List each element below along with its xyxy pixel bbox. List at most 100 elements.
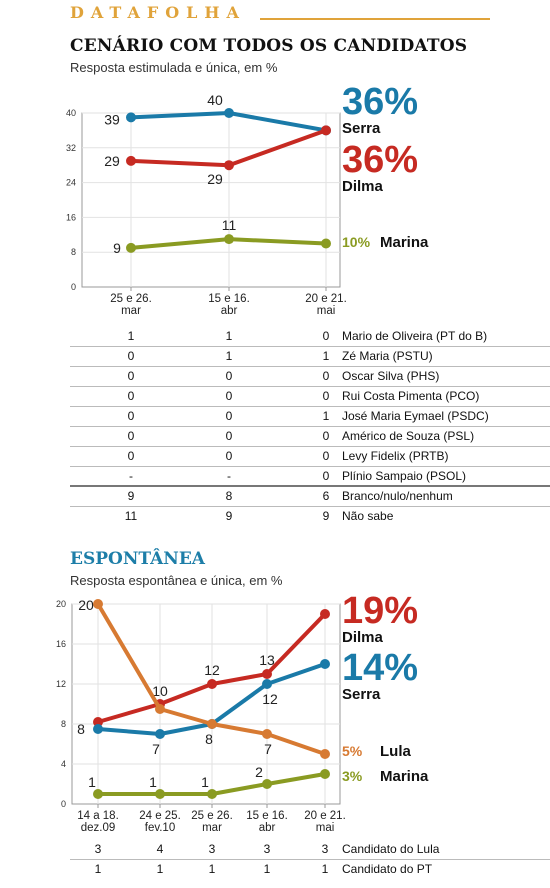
y-tick-label: 20 xyxy=(56,599,66,609)
x-tick-label: 25 e 26. xyxy=(110,293,152,305)
table-row-label: Oscar Silva (PHS) xyxy=(342,369,440,383)
series-name-dilma: Dilma xyxy=(342,178,384,195)
table-cell: 0 xyxy=(322,469,330,483)
final-value-dilma: 19% xyxy=(342,590,418,632)
section2-subtitle: Resposta espontânea e única, em % xyxy=(70,573,283,588)
y-tick-label: 8 xyxy=(61,719,66,729)
table-cell: 8 xyxy=(225,489,233,503)
data-point xyxy=(262,729,272,739)
final-value-serra: 14% xyxy=(342,647,418,689)
data-point xyxy=(93,599,103,609)
table-row: 0 0 0 Levy Fidelix (PRTB) xyxy=(70,447,550,467)
table-cell: 1 xyxy=(127,329,135,343)
table-cell: 0 xyxy=(322,369,330,383)
table-row-label: Rui Costa Pimenta (PCO) xyxy=(342,389,480,403)
y-tick-label: 0 xyxy=(61,799,66,809)
data-point xyxy=(155,729,165,739)
x-tick-label: 24 e 25. xyxy=(139,810,181,822)
series-name-serra: Serra xyxy=(342,120,381,137)
row-divider xyxy=(70,506,550,507)
row-divider xyxy=(70,406,550,407)
table-row: 0 0 1 José Maria Eymael (PSDC) xyxy=(70,407,550,427)
data-label: 7 xyxy=(152,741,160,757)
table-cell: 4 xyxy=(156,842,164,856)
table-cell: 0 xyxy=(322,329,330,343)
table-cell: 0 xyxy=(127,429,135,443)
table-row: 0 0 0 Américo de Souza (PSL) xyxy=(70,427,550,447)
row-divider xyxy=(70,346,550,347)
table-cell: 1 xyxy=(225,349,233,363)
data-point xyxy=(321,125,331,136)
table-cell: 0 xyxy=(127,449,135,463)
data-point xyxy=(320,609,330,619)
final-value-marina: 10% xyxy=(342,234,371,250)
data-point xyxy=(207,789,217,799)
data-point xyxy=(126,155,136,166)
x-tick-label: mai xyxy=(316,822,335,834)
table-cell: 0 xyxy=(127,409,135,423)
series-name-dilma: Dilma xyxy=(342,629,384,646)
table-row-label: Candidato do PT xyxy=(342,862,433,876)
y-tick-label: 16 xyxy=(66,212,76,222)
table-cell: 0 xyxy=(322,389,330,403)
table-cell: 0 xyxy=(225,429,233,443)
table-cell: - xyxy=(129,469,133,483)
series-name-lula: Lula xyxy=(380,743,411,760)
x-tick-label: abr xyxy=(221,305,238,317)
data-point xyxy=(126,242,136,253)
data-point xyxy=(224,160,234,171)
data-point xyxy=(93,789,103,799)
data-label: 12 xyxy=(262,691,278,707)
data-label: 11 xyxy=(222,217,237,233)
table-cell: 0 xyxy=(127,369,135,383)
table-row: 0 0 0 Rui Costa Pimenta (PCO) xyxy=(70,387,550,407)
table-cell: 0 xyxy=(322,449,330,463)
table-row-label: Candidato do Lula xyxy=(342,842,440,856)
brand-rule xyxy=(260,18,490,20)
x-tick-label: fev.10 xyxy=(145,822,175,834)
y-tick-label: 12 xyxy=(56,679,66,689)
data-label: 7 xyxy=(264,741,272,757)
table-row: 0 0 0 Oscar Silva (PHS) xyxy=(70,367,550,387)
table-cell: 3 xyxy=(208,842,216,856)
table-cell: 1 xyxy=(321,862,329,876)
table-cell: 1 xyxy=(322,349,330,363)
x-tick-label: mar xyxy=(121,305,141,317)
data-label: 2 xyxy=(255,764,263,780)
section2-title: ESPONTÂNEA xyxy=(70,549,205,569)
x-tick-label: 25 e 26. xyxy=(191,810,233,822)
y-tick-label: 32 xyxy=(66,143,76,153)
data-label: 29 xyxy=(207,171,223,187)
table-cell: 1 xyxy=(322,409,330,423)
y-tick-label: 0 xyxy=(71,282,76,292)
y-tick-label: 40 xyxy=(66,108,76,118)
table-cell: 0 xyxy=(127,389,135,403)
data-label: 20 xyxy=(78,597,94,613)
table-row-label: José Maria Eymael (PSDC) xyxy=(342,409,489,423)
table-row: 1 1 0 Mario de Oliveira (PT do B) xyxy=(70,327,550,347)
table-cell: 1 xyxy=(225,329,233,343)
row-divider xyxy=(70,859,550,860)
data-point xyxy=(207,679,217,689)
table-row: 0 1 1 Zé Maria (PSTU) xyxy=(70,347,550,367)
data-point xyxy=(320,659,330,669)
table-row: - - 0 Plínio Sampaio (PSOL) xyxy=(70,467,550,487)
section1-subtitle: Resposta estimulada e única, em % xyxy=(70,60,278,75)
table-cell: 1 xyxy=(208,862,216,876)
data-point xyxy=(93,717,103,727)
x-tick-label: 15 e 16. xyxy=(208,293,250,305)
table-row-label: Não sabe xyxy=(342,509,394,523)
data-point xyxy=(126,112,136,123)
table-row-label: Américo de Souza (PSL) xyxy=(342,429,475,443)
table-cell: 0 xyxy=(127,349,135,363)
table-cell: 9 xyxy=(225,509,233,523)
table-cell: 0 xyxy=(225,369,233,383)
data-point xyxy=(224,108,234,118)
row-divider xyxy=(70,485,550,487)
row-divider xyxy=(70,426,550,427)
row-divider xyxy=(70,386,550,387)
data-label: 39 xyxy=(104,111,120,127)
final-value-marina: 3% xyxy=(342,768,363,784)
